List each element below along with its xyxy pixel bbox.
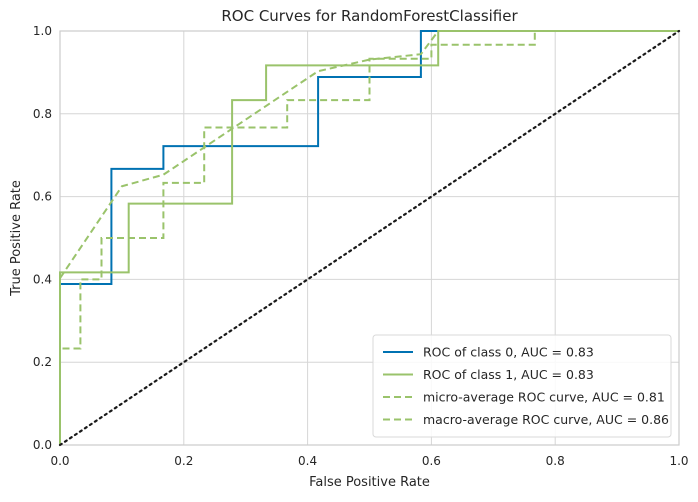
legend: ROC of class 0, AUC = 0.83 ROC of class 1…	[372, 334, 672, 438]
y-tick-label: 0.6	[33, 190, 52, 204]
x-tick-label: 0.4	[298, 454, 317, 468]
series-layer	[58, 29, 681, 447]
legend-entry-label: macro-average ROC curve, AUC = 0.86	[423, 412, 669, 427]
y-tick-label: 1.0	[33, 24, 52, 38]
y-tick-labels: 0.0 0.2 0.4 0.6 0.8 1.0	[33, 24, 52, 452]
series-line-3	[59, 30, 679, 279]
legend-entry-label: ROC of class 0, AUC = 0.83	[423, 345, 594, 360]
y-axis-label: True Positive Rate	[9, 180, 24, 297]
y-tick-label: 0.4	[33, 272, 52, 286]
x-tick-label: 0.8	[546, 454, 565, 468]
series-line-2	[59, 30, 679, 445]
x-tick-label: 0.2	[174, 454, 193, 468]
x-tick-label: 0.6	[422, 454, 441, 468]
x-tick-label: 1.0	[669, 454, 688, 468]
plot-frame	[59, 30, 680, 446]
y-tick-label: 0.0	[33, 438, 52, 452]
series-line-1	[59, 30, 679, 445]
chance-diagonal-line	[58, 29, 681, 447]
x-tick-label: 0.0	[50, 454, 69, 468]
y-tick-label: 0.2	[33, 355, 52, 369]
chart-title: ROC Curves for RandomForestClassifier	[221, 7, 518, 25]
grid	[59, 30, 680, 446]
x-tick-labels: 0.0 0.2 0.4 0.6 0.8 1.0	[50, 454, 688, 468]
legend-box	[372, 334, 672, 438]
x-axis-label: False Positive Rate	[309, 475, 430, 490]
series-line-0	[59, 30, 679, 445]
legend-entry-label: ROC of class 1, AUC = 0.83	[423, 367, 594, 382]
legend-entry-label: micro-average ROC curve, AUC = 0.81	[423, 390, 665, 405]
y-tick-label: 0.8	[33, 107, 52, 121]
